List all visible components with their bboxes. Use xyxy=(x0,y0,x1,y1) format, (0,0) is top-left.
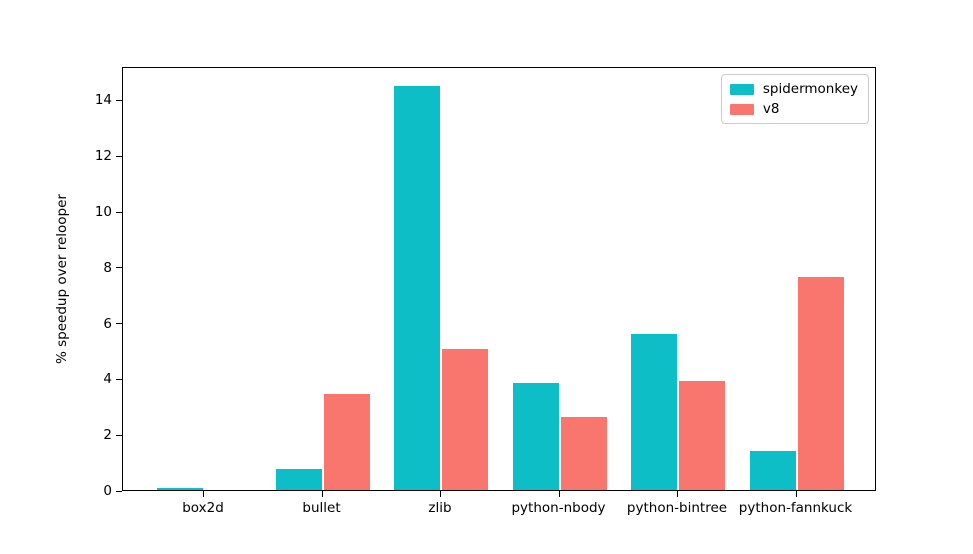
legend: spidermonkey v8 xyxy=(720,74,869,124)
y-tick-mark xyxy=(116,267,122,269)
bar-spidermonkey-python-bintree xyxy=(631,334,677,490)
bar-spidermonkey-python-fannkuck xyxy=(749,451,796,490)
y-axis-label: % speedup over relooper xyxy=(54,194,70,364)
y-tick-label: 8 xyxy=(103,259,112,276)
bar-v8-python-fannkuck xyxy=(797,277,844,490)
y-tick-mark xyxy=(116,490,122,492)
bar-spidermonkey-python-nbody xyxy=(512,383,559,490)
bar-v8-python-nbody xyxy=(560,417,607,490)
legend-swatch-spidermonkey xyxy=(729,83,754,95)
bar-spidermonkey-zlib xyxy=(394,86,440,490)
x-tick-mark xyxy=(677,491,678,497)
legend-label-v8: v8 xyxy=(762,101,780,117)
x-tick-label: python-bintree xyxy=(626,500,728,516)
x-tick-label: zlib xyxy=(428,500,452,516)
x-tick-label: box2d xyxy=(182,500,224,516)
y-tick-mark xyxy=(116,155,122,157)
x-tick-label: bullet xyxy=(302,500,341,516)
legend-label-spidermonkey: spidermonkey xyxy=(762,81,858,97)
x-tick-mark xyxy=(203,491,204,497)
y-tick-label: 2 xyxy=(103,427,112,444)
plot-area: spidermonkey v8 xyxy=(122,67,876,491)
y-tick-mark xyxy=(116,434,122,436)
y-tick-mark xyxy=(116,323,122,325)
y-tick-label: 12 xyxy=(94,148,112,165)
y-tick-label: 0 xyxy=(103,483,112,499)
x-tick-label: python-fannkuck xyxy=(738,500,853,516)
x-tick-mark xyxy=(321,491,323,497)
x-tick-mark xyxy=(558,491,560,497)
y-tick-label: 6 xyxy=(103,315,112,332)
y-tick-label: 14 xyxy=(94,92,112,109)
x-tick-label: python-nbody xyxy=(511,500,606,516)
x-tick-mark xyxy=(440,491,441,497)
bar-v8-python-bintree xyxy=(679,381,725,490)
y-tick-mark xyxy=(116,211,122,213)
y-tick-label: 4 xyxy=(103,371,112,388)
y-tick-label: 10 xyxy=(94,204,112,221)
legend-row-spidermonkey: spidermonkey xyxy=(729,81,858,97)
bar-v8-zlib xyxy=(442,349,488,490)
y-tick-mark xyxy=(116,99,122,101)
x-tick-mark xyxy=(795,491,797,497)
y-tick-mark xyxy=(116,378,122,380)
legend-swatch-v8 xyxy=(729,103,754,115)
legend-row-v8: v8 xyxy=(729,101,858,117)
bar-spidermonkey-box2d xyxy=(157,488,203,490)
bar-v8-bullet xyxy=(323,394,370,490)
bar-spidermonkey-bullet xyxy=(275,469,322,490)
